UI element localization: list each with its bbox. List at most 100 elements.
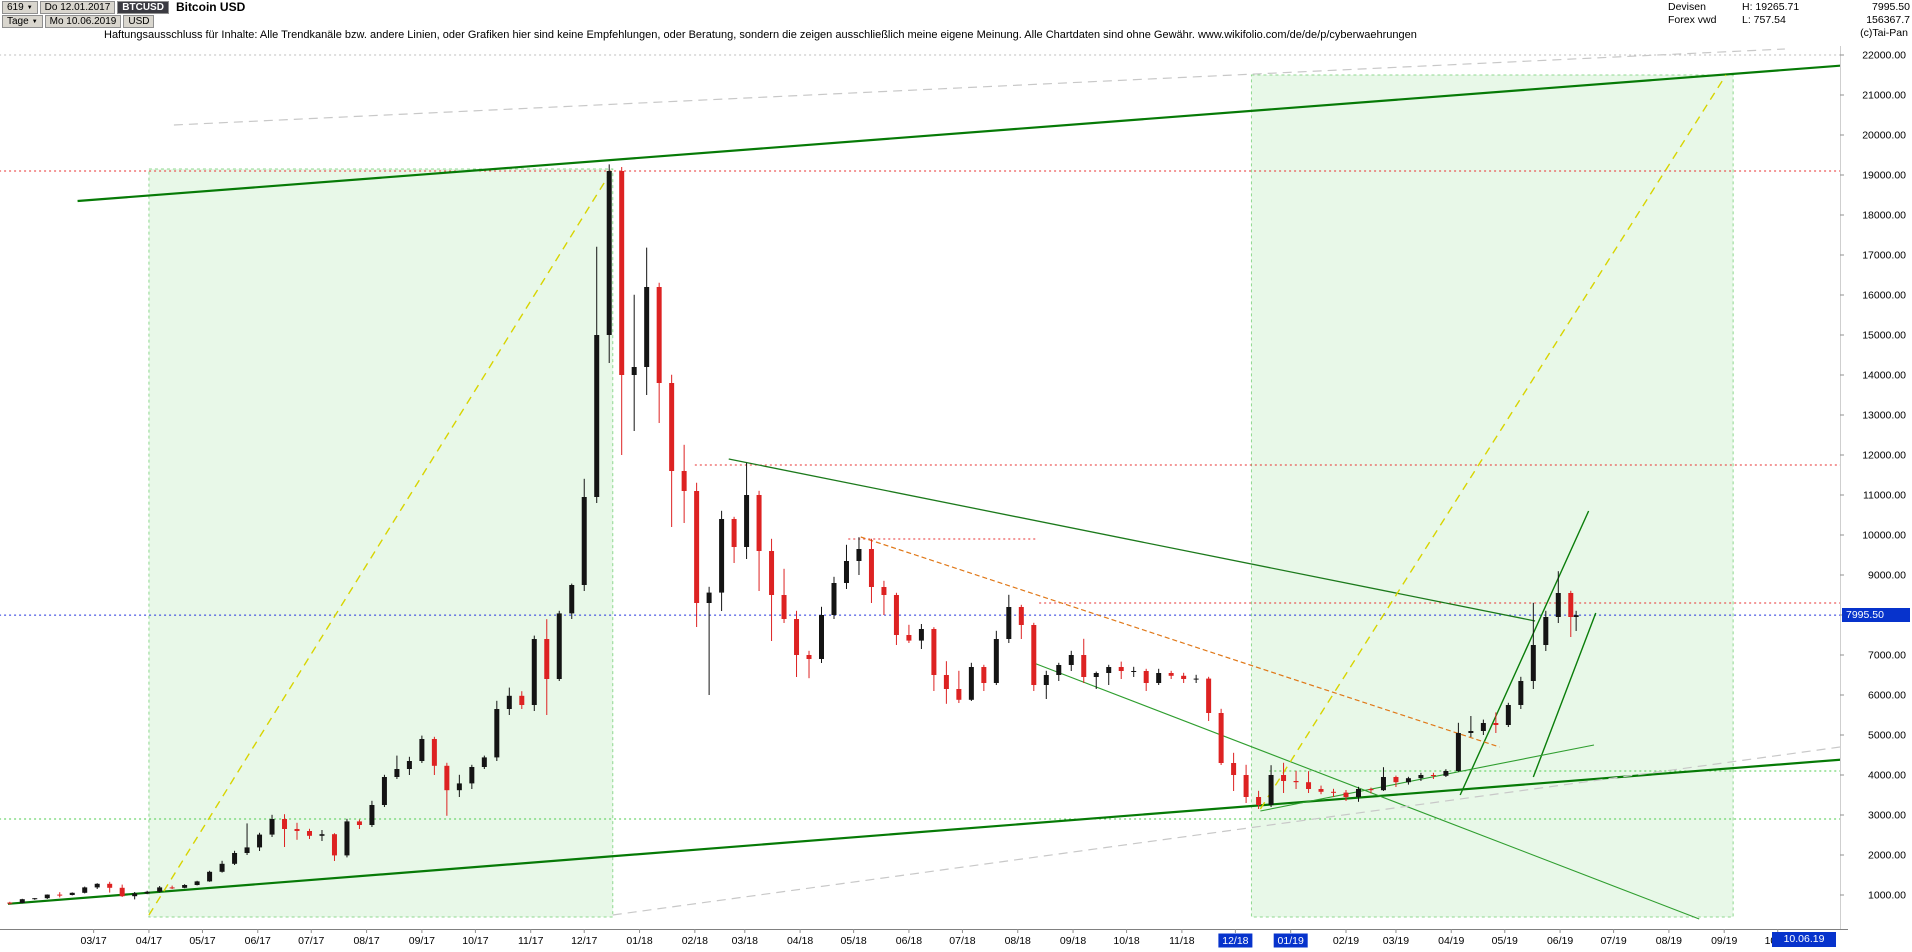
y-axis-label: 20000.00 [1862,130,1906,142]
candle-body [519,695,525,705]
candle-body [1268,775,1274,805]
last-price-axis-tag: 7995.50 [1842,608,1910,623]
period-high-value: H: 19265.71 [1742,1,1800,13]
candle-body [69,892,75,895]
y-axis-label: 16000.00 [1862,290,1906,302]
candle-body [1318,789,1324,792]
rally-2019-steep-b [1532,612,1597,778]
disclaimer-text: Haftungsausschluss für Inhalte: Alle Tre… [104,29,1417,41]
candle-body [381,777,387,805]
candle-body [1493,723,1499,725]
candle-body [781,595,787,619]
candle-body [1018,607,1024,625]
candle-body [506,695,512,709]
period-dropdown[interactable]: Tage ▼ [2,15,43,28]
y-axis-label: 5000.00 [1868,730,1906,742]
candle-body [232,853,238,864]
x-axis-label: 09/19 [1711,935,1737,947]
candle-body [856,549,862,561]
yellow-diagonal-2017 [148,168,614,916]
candle-body [619,171,625,375]
plot-area [0,48,1840,920]
projection-box-2019-rally [1250,74,1734,918]
x-axis-label-highlight [1273,933,1308,948]
x-axis-label: 06/19 [1547,935,1573,947]
y-axis-label: 21000.00 [1862,90,1906,102]
x-axis-label: 07/17 [298,935,324,947]
y-axis-label: 4000.00 [1868,770,1906,782]
candle-body [1118,667,1124,671]
candle-body [406,761,412,769]
candle-body [1006,607,1012,639]
candle-body [282,819,288,829]
candle-body [1443,771,1449,776]
x-axis-label: 06/17 [245,935,271,947]
copyright-label: (c)Tai-Pan [1860,27,1908,39]
upper-green-channel [77,64,1840,203]
candle-body [731,519,737,547]
yellow-diagonal-2019 [1259,74,1727,810]
candle-body [594,335,600,497]
y-axis-label: 3000.00 [1868,810,1906,822]
candle-body [1405,778,1411,783]
candle-body [819,615,825,659]
candle-body [1206,678,1212,713]
candle-body [456,783,462,791]
candle-body [294,829,300,831]
x-axis-label: 03/19 [1383,935,1409,947]
x-axis-label: 11/18 [1169,935,1195,947]
candle-body [207,871,213,882]
candle-body [694,491,700,603]
candle-body [1081,655,1087,677]
x-axis-label: 04/19 [1438,935,1464,947]
candle-body [481,757,487,767]
candle-body [1393,777,1399,783]
minor-uptrend-from-dec18 [1260,744,1595,812]
x-axis-label-highlight [1218,933,1253,948]
candle-body [1573,615,1579,617]
candle-body [494,709,500,758]
range-end-date: Mo 10.06.2019 [44,15,122,28]
candle-body [544,639,550,679]
candle-body [1355,789,1361,797]
candle-body [1131,671,1137,672]
volume-value: 156367.7 [1866,14,1910,26]
y-axis-label: 10000.00 [1862,530,1906,542]
candle-body [1243,775,1249,797]
x-axis-label: 06/18 [896,935,922,947]
candle-body [1543,617,1549,645]
candle-body [1306,782,1312,789]
candle-body [1293,781,1299,783]
candle-body [1031,625,1037,685]
period-value: Tage [7,16,29,27]
data-feed-label: Forex vwd [1668,14,1717,26]
y-axis-label: 12000.00 [1862,450,1906,462]
candle-body [157,887,163,892]
x-axis-label: 04/17 [136,935,162,947]
x-axis-label: 08/17 [353,935,379,947]
candle-body [1156,673,1162,683]
y-axis-label: 17000.00 [1862,250,1906,262]
y-axis-label: 11000.00 [1863,490,1906,502]
y-axis-label: 9000.00 [1868,570,1906,582]
candle-body [531,639,537,705]
candle-body [719,519,725,593]
x-axis-label: 05/18 [840,935,866,947]
candle-body [1331,791,1337,793]
candle-body [1281,775,1287,781]
bars-count-dropdown[interactable]: 619 ▼ [2,1,38,14]
period-low-value: L: 757.54 [1742,14,1786,26]
chevron-down-icon: ▼ [26,4,33,11]
x-axis-label: 10/17 [462,935,488,947]
candle-body [843,561,849,583]
candle-body [356,821,362,825]
candle-body [681,471,687,491]
bars-count-value: 619 [7,2,24,13]
y-axis-label: 7000.00 [1868,650,1906,662]
candle-body [419,739,425,761]
x-axis-label: 09/17 [409,935,435,947]
instrument-title: Bitcoin USD [175,0,246,14]
candle-body [82,887,88,893]
